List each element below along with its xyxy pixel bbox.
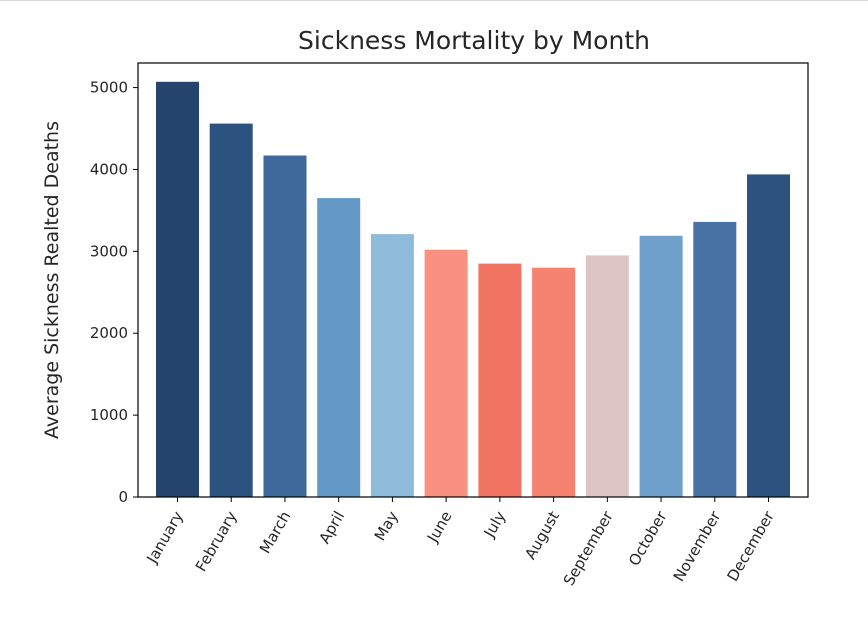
x-tick-label-july: July: [480, 508, 510, 541]
bar-march: [263, 155, 307, 497]
x-tick-label-september: September: [560, 507, 617, 589]
x-tick-label-april: April: [315, 508, 348, 547]
bar-december: [747, 174, 790, 497]
bar-february: [209, 123, 253, 497]
y-tick-label: 4000: [90, 160, 128, 178]
bar-july: [478, 263, 522, 497]
bar-november: [693, 221, 737, 497]
bar-august: [532, 267, 576, 497]
bars-group: [156, 81, 790, 498]
plot-frame: [137, 62, 809, 498]
y-axis-title: Average Sickness Realted Deaths: [41, 121, 63, 439]
x-tick-label-january: January: [142, 508, 187, 567]
y-tick-label: 0: [118, 488, 128, 506]
y-axis: 0 1000 2000 3000 4000 5000: [90, 79, 138, 506]
bar-may: [370, 234, 414, 497]
y-tick-label: 1000: [90, 406, 128, 424]
y-tick-label: 3000: [90, 242, 128, 260]
bar-april: [317, 198, 361, 497]
x-tick-label-august: August: [521, 508, 563, 563]
y-tick-label: 2000: [90, 324, 128, 342]
top-divider: [0, 0, 868, 1]
x-axis: January February March April May June July Augu…: [142, 497, 778, 589]
bar-september: [585, 255, 629, 497]
chart-title: Sickness Mortality by Month: [298, 26, 650, 55]
y-tick-label: 5000: [90, 79, 128, 97]
bar-june: [424, 249, 468, 497]
x-tick-label-june: June: [423, 508, 455, 546]
x-tick-label-october: October: [625, 507, 671, 569]
bar-january: [156, 81, 199, 498]
x-tick-label-february: February: [192, 508, 241, 575]
bar-october: [639, 235, 683, 498]
x-tick-label-november: November: [670, 507, 725, 584]
x-tick-label-december: December: [723, 507, 778, 584]
x-tick-label-may: May: [371, 508, 402, 544]
x-tick-label-march: March: [256, 508, 294, 557]
